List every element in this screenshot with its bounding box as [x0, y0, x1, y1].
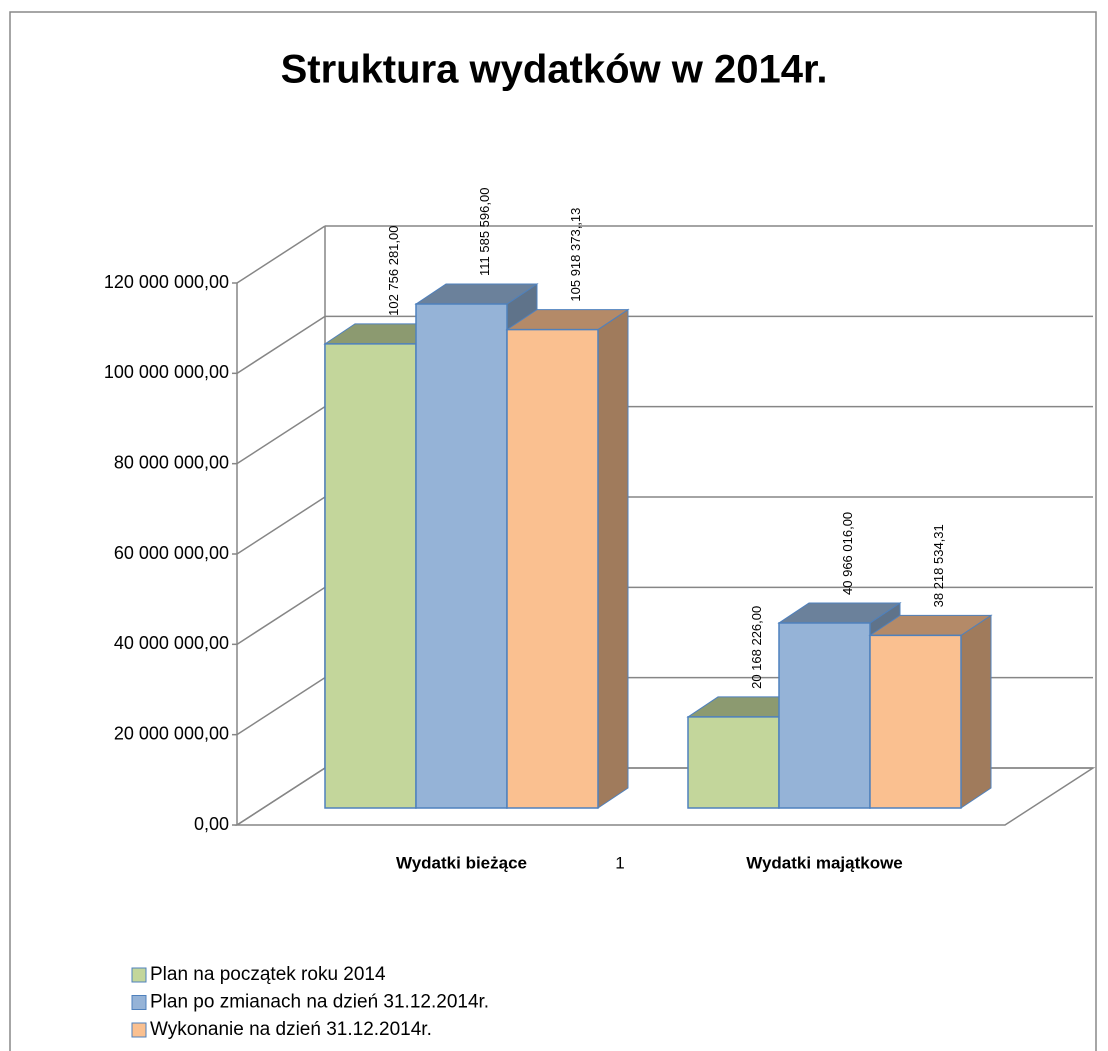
value-label: 111 585 596,00 — [477, 188, 492, 276]
legend-swatch — [131, 1022, 147, 1038]
bar-front — [687, 716, 780, 809]
value-label: 20 168 226,00 — [749, 606, 764, 689]
legend-label: Plan po zmianach na dzień 31.12.2014r. — [150, 992, 489, 1013]
value-label: 105 918 373,,13 — [568, 208, 583, 302]
axis-annotation: 1 — [615, 853, 624, 872]
bar-front — [778, 622, 871, 809]
value-label: 102 756 281,00 — [386, 226, 401, 316]
x-tick-label: Wydatki majątkowe — [746, 853, 903, 872]
bar-front — [324, 343, 417, 809]
bar-front — [415, 303, 508, 809]
grid-line — [236, 315, 326, 374]
y-tick-label: 20 000 000,00 — [114, 723, 229, 743]
chart-title: Struktura wydatków w 2014r. — [281, 48, 828, 92]
grid-line — [236, 767, 326, 826]
grid-line — [236, 225, 326, 284]
legend-label: Plan na początek roku 2014 — [150, 964, 386, 985]
y-tick-label: 60 000 000,00 — [114, 543, 229, 563]
bar-side — [597, 308, 629, 809]
value-label: 38 218 534,31 — [931, 524, 946, 607]
bar-front — [869, 634, 962, 809]
y-tick-label: 0,00 — [194, 814, 229, 834]
grid-line — [236, 406, 326, 465]
x-tick-label: Wydatki bieżące — [396, 853, 527, 872]
y-tick-label: 120 000 000,00 — [104, 272, 229, 292]
bar-side — [960, 614, 992, 809]
legend-swatch — [131, 967, 147, 983]
legend-label: Wykonanie na dzień 31.12.2014r. — [150, 1019, 432, 1040]
value-label: 40 966 016,00 — [840, 512, 855, 595]
legend-swatch — [131, 995, 147, 1010]
y-tick-label: 100 000 000,00 — [104, 362, 229, 382]
grid-line — [236, 677, 326, 736]
grid-line — [236, 586, 326, 645]
grid-line — [236, 496, 326, 555]
bar — [505, 308, 630, 809]
y-tick-label: 40 000 000,00 — [114, 633, 229, 653]
bar-front — [506, 328, 599, 809]
bar — [868, 614, 993, 809]
y-tick-label: 80 000 000,00 — [114, 452, 229, 472]
